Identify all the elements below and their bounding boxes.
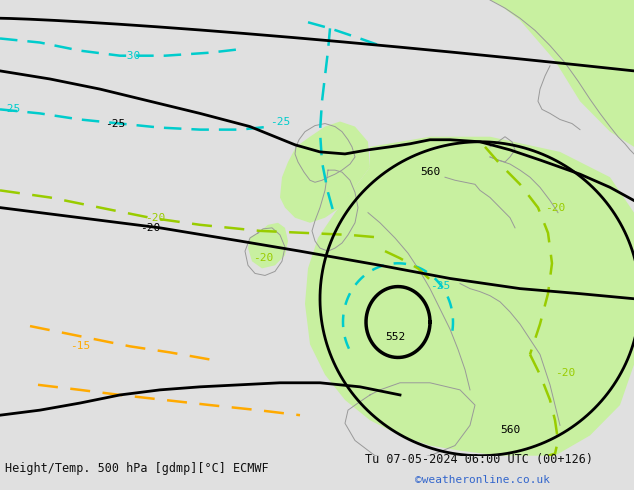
Text: -20: -20 bbox=[545, 202, 566, 213]
Text: 552: 552 bbox=[385, 332, 405, 342]
Text: -20: -20 bbox=[145, 213, 165, 223]
Polygon shape bbox=[305, 137, 634, 456]
Text: 560: 560 bbox=[420, 167, 440, 177]
Text: -30: -30 bbox=[120, 50, 140, 61]
Text: -20: -20 bbox=[140, 223, 160, 233]
Text: -25: -25 bbox=[105, 119, 125, 128]
Text: -25: -25 bbox=[270, 117, 290, 126]
Text: -25: -25 bbox=[0, 104, 20, 114]
Text: -25: -25 bbox=[430, 281, 450, 291]
Text: -20: -20 bbox=[555, 368, 575, 378]
Text: 560: 560 bbox=[500, 425, 520, 436]
Polygon shape bbox=[248, 223, 288, 269]
Text: -20: -20 bbox=[253, 253, 273, 263]
Text: Tu 07-05-2024 06:00 UTC (00+126): Tu 07-05-2024 06:00 UTC (00+126) bbox=[365, 453, 593, 466]
Text: -15: -15 bbox=[70, 342, 90, 351]
Polygon shape bbox=[490, 0, 634, 147]
Text: ©weatheronline.co.uk: ©weatheronline.co.uk bbox=[415, 475, 550, 485]
Polygon shape bbox=[280, 122, 370, 223]
Text: Height/Temp. 500 hPa [gdmp][°C] ECMWF: Height/Temp. 500 hPa [gdmp][°C] ECMWF bbox=[5, 462, 269, 475]
